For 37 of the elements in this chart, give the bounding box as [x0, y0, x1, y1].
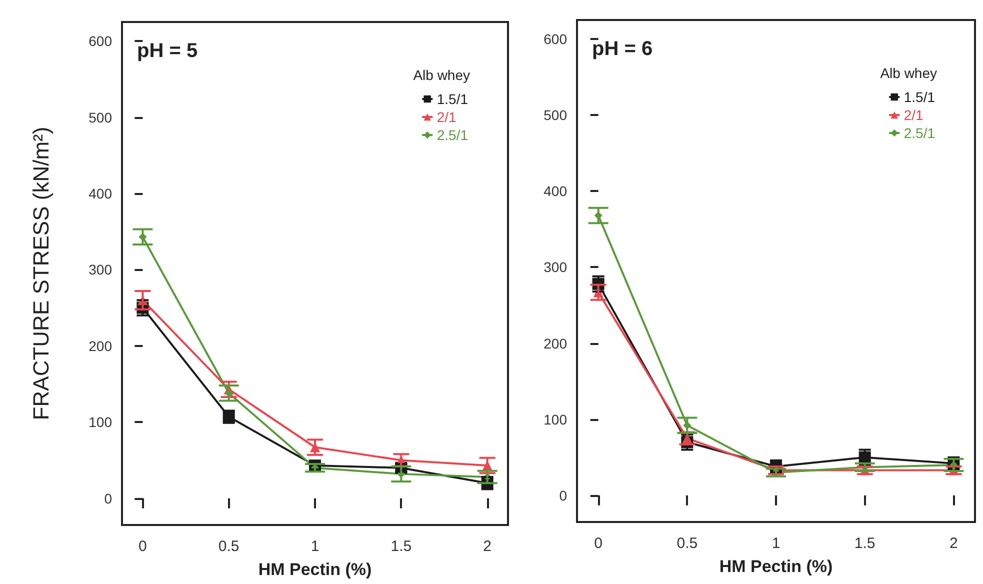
y-axis-title: FRACTURE STRESS (kN/m²) — [28, 126, 54, 420]
x-tick-label: 2 — [950, 535, 958, 552]
y-tick-label: 300 — [88, 262, 112, 278]
y-tick-label: 600 — [88, 33, 112, 50]
legend-title: Alb whey — [880, 65, 938, 81]
text: pH = 5 — [137, 40, 198, 62]
x-tick-label: 0 — [138, 538, 147, 555]
x-tick-label: 0 — [594, 535, 602, 552]
legend-label: 2.5/1 — [436, 127, 468, 143]
x-tick-label: 0.5 — [218, 538, 240, 555]
y-tick-label: 500 — [544, 107, 568, 124]
x-tick-label: 2 — [483, 538, 492, 555]
y-tick-label: 200 — [544, 335, 568, 352]
legend-label: 1.5/1 — [904, 89, 936, 105]
y-tick-label: 100 — [544, 411, 568, 428]
y-tick-label: 0 — [104, 490, 112, 506]
legend-label: 2/1 — [436, 109, 457, 125]
y-tick-label: 200 — [88, 338, 112, 354]
legend-title: Alb whey — [413, 67, 470, 83]
y-tick-label: 300 — [544, 259, 568, 276]
legend-label: 1.5/1 — [436, 91, 468, 107]
y-tick-label: 100 — [88, 414, 112, 430]
text: pH = 6 — [592, 38, 653, 60]
legend-label: 2/1 — [904, 107, 924, 123]
x-tick-label: 1.5 — [390, 538, 412, 555]
x-tick-label: 1.5 — [854, 535, 876, 552]
y-tick-label: 0 — [559, 487, 568, 504]
x-tick-label: 1 — [310, 538, 320, 555]
y-tick-label: 500 — [88, 109, 112, 126]
y-tick-label: 400 — [544, 183, 568, 200]
x-tick-label: 0.5 — [676, 535, 698, 552]
x-tick-label: 1 — [772, 535, 780, 552]
y-tick-label: 400 — [88, 185, 112, 202]
legend-label: 2.5/1 — [904, 125, 936, 141]
x-axis-title: HM Pectin (%) — [719, 557, 833, 576]
x-axis-title: HM Pectin (%) — [258, 560, 372, 579]
y-tick-label: 600 — [544, 31, 568, 48]
